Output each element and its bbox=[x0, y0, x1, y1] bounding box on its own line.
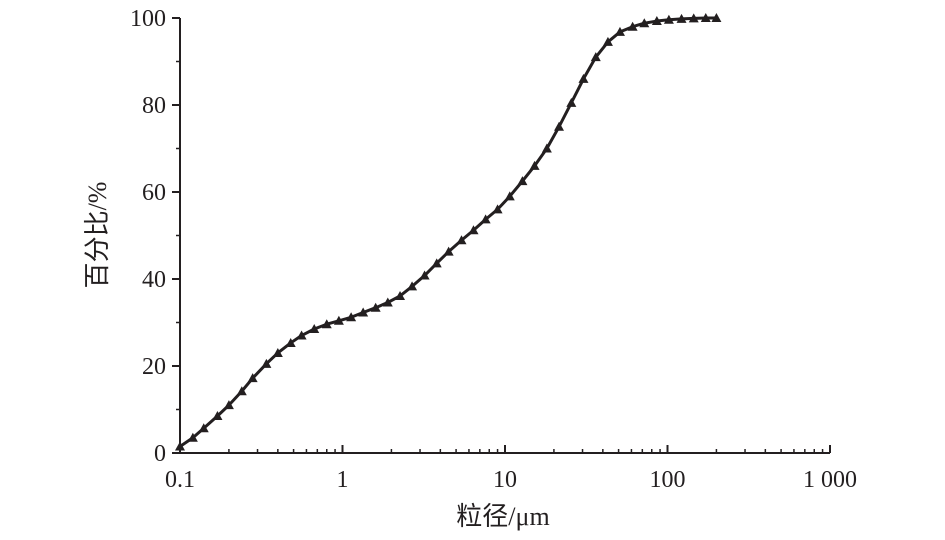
data-point bbox=[480, 214, 491, 224]
data-point bbox=[285, 337, 296, 347]
data-point bbox=[688, 13, 699, 23]
data-point bbox=[370, 302, 381, 312]
y-tick-label: 100 bbox=[130, 6, 166, 32]
data-point bbox=[456, 235, 467, 245]
data-point bbox=[296, 330, 307, 340]
y-axis-title: 百分比/% bbox=[83, 182, 112, 289]
data-point bbox=[529, 160, 540, 170]
x-axis-title: 粒径/μm bbox=[456, 502, 549, 531]
data-point bbox=[517, 176, 528, 186]
data-point bbox=[614, 26, 625, 36]
y-tick-label: 60 bbox=[142, 180, 166, 206]
data-point bbox=[676, 13, 687, 23]
data-point bbox=[247, 373, 258, 383]
data-point bbox=[236, 386, 247, 396]
data-point bbox=[261, 358, 272, 368]
data-point bbox=[431, 258, 442, 268]
y-tick-label: 80 bbox=[142, 93, 166, 119]
data-point bbox=[541, 143, 552, 153]
data-point bbox=[602, 36, 613, 46]
axes bbox=[179, 18, 830, 454]
data-point bbox=[382, 297, 393, 307]
data-point bbox=[578, 73, 589, 83]
data-point bbox=[566, 97, 577, 107]
data-point bbox=[358, 307, 369, 317]
x-tick-label: 0.1 bbox=[165, 467, 195, 493]
data-point bbox=[663, 14, 674, 24]
ticks: 0 20 40 60 80 100 0.1 1 10 100 1 000 bbox=[130, 6, 857, 493]
data-point bbox=[198, 423, 209, 433]
data-point bbox=[187, 432, 198, 442]
data-point bbox=[504, 191, 515, 201]
data-point bbox=[651, 16, 662, 26]
y-tick-label: 0 bbox=[154, 441, 166, 467]
y-tick-label: 20 bbox=[142, 354, 166, 380]
data-point bbox=[321, 319, 332, 329]
data-point bbox=[492, 204, 503, 214]
data-point bbox=[419, 270, 430, 280]
data-point bbox=[272, 347, 283, 357]
data-point bbox=[711, 13, 722, 22]
data-point bbox=[212, 411, 223, 421]
data-point bbox=[395, 290, 406, 300]
series-layer bbox=[175, 13, 722, 451]
x-tick-label: 1 000 bbox=[803, 467, 857, 493]
data-point bbox=[309, 324, 320, 334]
x-tick-label: 100 bbox=[650, 467, 686, 493]
data-point bbox=[223, 400, 234, 410]
data-point bbox=[333, 315, 344, 325]
x-tick-label: 1 bbox=[337, 467, 349, 493]
data-point bbox=[175, 441, 185, 451]
data-point bbox=[590, 52, 601, 62]
data-point bbox=[468, 225, 479, 235]
data-point bbox=[700, 13, 711, 22]
x-tick-label: 10 bbox=[493, 467, 517, 493]
y-tick-label: 40 bbox=[142, 267, 166, 293]
data-point bbox=[639, 18, 650, 28]
data-point bbox=[407, 281, 418, 291]
data-point bbox=[627, 21, 638, 31]
data-point bbox=[554, 121, 565, 131]
data-point bbox=[346, 312, 357, 322]
series-line bbox=[179, 16, 717, 448]
data-point bbox=[443, 246, 454, 256]
